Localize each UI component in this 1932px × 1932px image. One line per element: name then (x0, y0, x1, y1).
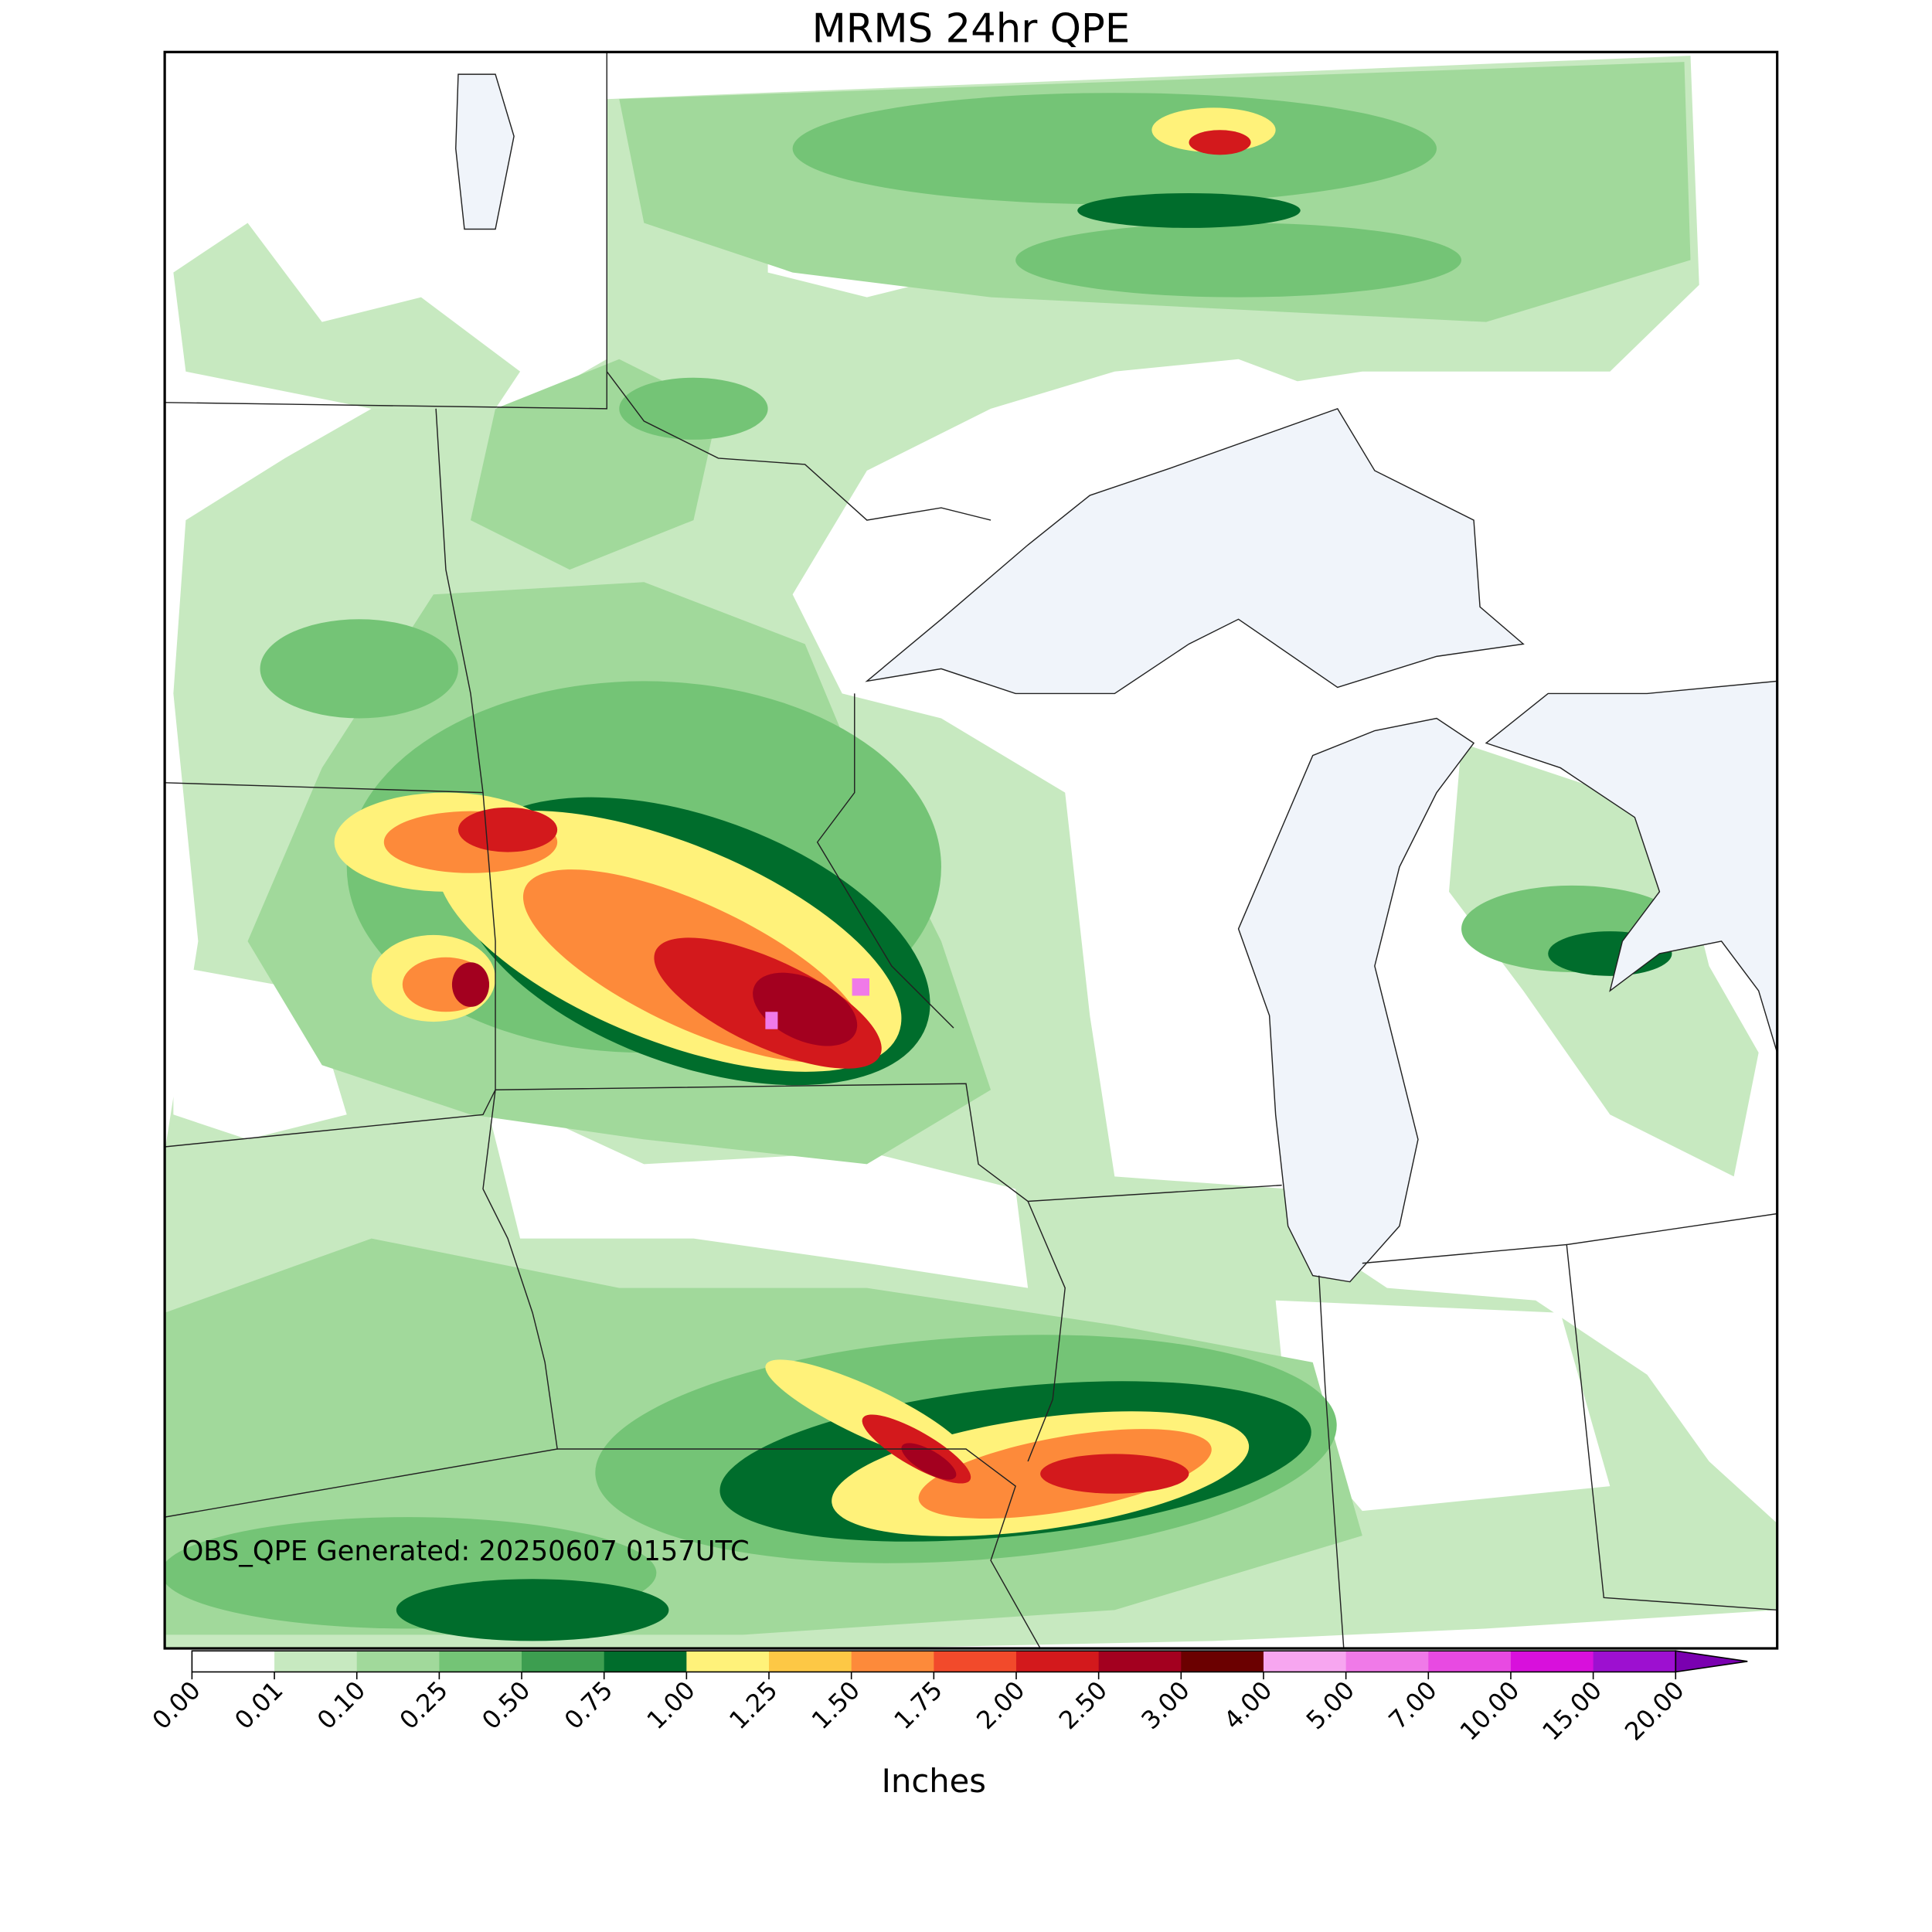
colorbar-tick-label: 20.00 (1619, 1675, 1690, 1747)
colorbar-tick-label: 1.00 (641, 1675, 701, 1735)
colorbar-bin (851, 1651, 935, 1672)
colorbar-bin (439, 1651, 522, 1672)
colorbar-bin (604, 1651, 688, 1672)
colorbar-bin (934, 1651, 1017, 1672)
colorbar-bin (686, 1651, 770, 1672)
colorbar-label: Inches (882, 1762, 986, 1800)
colorbar-tick-label: 2.50 (1053, 1675, 1113, 1735)
colorbar-tick-label: 0.75 (559, 1675, 618, 1735)
annotation: OBS_QPE Generated: 20250607 0157UTC (182, 1536, 750, 1567)
colorbar-tick-label: 3.00 (1135, 1675, 1195, 1735)
colorbar-bin (1345, 1651, 1430, 1672)
colorbar-tick-label: 15.00 (1536, 1675, 1607, 1747)
colorbar-tick-label: 0.01 (229, 1675, 288, 1735)
colorbar-bin (1263, 1651, 1347, 1672)
colorbar-bin (769, 1651, 852, 1672)
colorbar-bin (1593, 1651, 1677, 1672)
colorbar-tick-label: 5.00 (1301, 1675, 1360, 1735)
colorbar-tick-label: 0.00 (147, 1675, 206, 1735)
colorbar-tick-label: 7.00 (1383, 1675, 1442, 1735)
colorbar-tick-label: 1.50 (806, 1675, 866, 1735)
colorbar-tick-label: 1.75 (888, 1675, 947, 1735)
colorbar-extension (1675, 1650, 1748, 1673)
colorbar-tick-label: 4.00 (1218, 1675, 1277, 1735)
colorbar-tick-label: 0.25 (394, 1675, 454, 1735)
colorbar-bin (192, 1651, 275, 1672)
colorbar-bin (1098, 1651, 1182, 1672)
colorbar-bin (1510, 1651, 1594, 1672)
colorbar: 0.00 0.01 0.10 0.25 0.50 0.75 1.00 1.25 1.50 1.75… (147, 1650, 1748, 1747)
title: MRMS 24hr QPE (812, 5, 1131, 52)
colorbar-tick-label: 0.10 (311, 1675, 371, 1735)
colorbar-bin (1015, 1651, 1100, 1672)
colorbar-tick-label: 10.00 (1454, 1675, 1526, 1747)
map-frame (163, 50, 1779, 1650)
colorbar-tick-label: 1.25 (723, 1675, 783, 1735)
colorbar-bin (1181, 1651, 1264, 1672)
colorbar-outline (191, 1650, 1677, 1673)
precip-field (165, 52, 1777, 1649)
colorbar-bin (522, 1651, 605, 1672)
colorbar-bin (274, 1651, 358, 1672)
colorbar-bin (356, 1651, 440, 1672)
colorbar-bin (1428, 1651, 1512, 1672)
colorbar-tick-label: 0.50 (476, 1675, 536, 1735)
colorbar-tick-label: 2.00 (971, 1675, 1030, 1735)
